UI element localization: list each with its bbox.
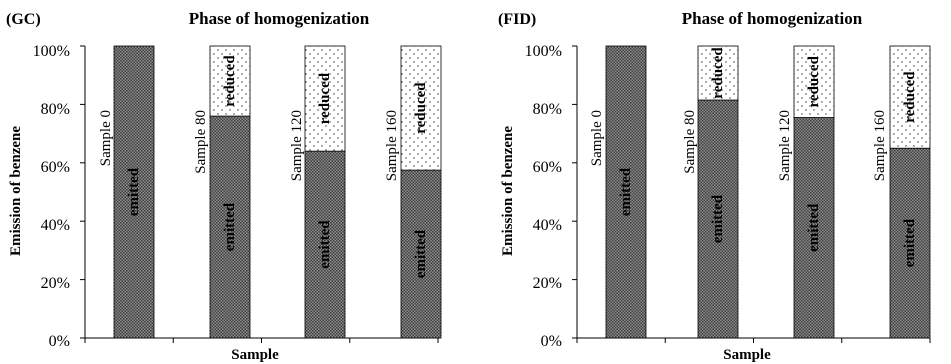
segment-label: emitted xyxy=(317,220,333,269)
chart-title: Phase of homogenization xyxy=(189,9,370,28)
panel-label: (GC) xyxy=(6,11,41,28)
x-axis-label: Sample xyxy=(231,347,279,363)
plot-area: emitted Sample 0 emitted reduced Sample 80 em… xyxy=(572,45,931,343)
y-axis-label: Emission of benzene xyxy=(8,126,24,256)
y-tick-labels: 0% 20% 40% 60% 80% 100% xyxy=(33,43,70,350)
y-tick-label: 60% xyxy=(41,159,70,176)
category-label: Sample 120 xyxy=(777,110,793,181)
x-axis-label: Sample xyxy=(723,347,771,363)
bar-segment-emitted xyxy=(793,117,835,339)
bar-segment-reduced xyxy=(889,45,931,149)
segment-label: emitted xyxy=(413,229,429,278)
y-axis-label: Emission of benzene xyxy=(500,126,516,256)
bar-segment-emitted xyxy=(605,45,647,339)
segment-label: emitted xyxy=(126,167,142,216)
y-tick-label: 60% xyxy=(533,159,562,176)
y-tick-label: 0% xyxy=(541,333,562,350)
category-label: Sample 80 xyxy=(193,110,209,174)
panel-label: (FID) xyxy=(498,11,536,28)
y-tick-label: 20% xyxy=(41,275,70,292)
chart-fid: (FID) Phase of homogenization Emission o… xyxy=(498,9,931,363)
bar-segment-emitted xyxy=(697,99,739,339)
segment-label: emitted xyxy=(222,202,238,251)
bar-segment-reduced xyxy=(400,45,442,171)
plot-area: emitted Sample 0 emitted reduced Sample 80 em… xyxy=(80,45,442,343)
y-tick-label: 40% xyxy=(533,217,562,234)
bar-segment-emitted xyxy=(209,115,251,339)
segment-label: emitted xyxy=(902,218,918,267)
y-tick-label: 80% xyxy=(533,101,562,118)
y-tick-label: 40% xyxy=(41,217,70,234)
segment-label: reduced xyxy=(902,71,918,123)
bar-segment-reduced xyxy=(304,45,346,152)
segment-label: reduced xyxy=(710,47,726,99)
chart-gc: (GC) Phase of homogenization Emission of… xyxy=(6,9,442,363)
y-tick-label: 20% xyxy=(533,275,562,292)
y-tick-label: 0% xyxy=(49,333,70,350)
segment-label: reduced xyxy=(413,82,429,134)
segment-label: emitted xyxy=(710,194,726,243)
category-label: Sample 80 xyxy=(682,110,698,174)
category-label: Sample 160 xyxy=(384,110,400,181)
y-tick-labels: 0% 20% 40% 60% 80% 100% xyxy=(525,43,562,350)
bar-segment-emitted xyxy=(304,150,346,339)
segment-label: emitted xyxy=(618,167,634,216)
segment-label: reduced xyxy=(806,55,822,107)
category-label: Sample 0 xyxy=(98,110,114,166)
bar-segment-emitted xyxy=(889,147,931,339)
segment-label: reduced xyxy=(222,55,238,107)
bar-segment-emitted xyxy=(400,169,442,339)
chart-title: Phase of homogenization xyxy=(682,9,863,28)
segment-label: reduced xyxy=(317,72,333,124)
bar-segment-reduced xyxy=(697,45,739,101)
category-label: Sample 0 xyxy=(589,110,605,166)
segment-label: emitted xyxy=(806,203,822,252)
y-tick-label: 100% xyxy=(33,43,70,60)
bar-segment-reduced xyxy=(209,45,251,117)
y-tick-label: 100% xyxy=(525,43,562,60)
bar-segment-reduced xyxy=(793,45,835,118)
category-label: Sample 120 xyxy=(289,110,305,181)
category-label: Sample 160 xyxy=(872,110,888,181)
bar-segment-emitted xyxy=(113,45,155,339)
y-tick-label: 80% xyxy=(41,101,70,118)
